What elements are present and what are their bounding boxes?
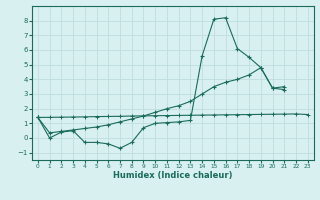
- X-axis label: Humidex (Indice chaleur): Humidex (Indice chaleur): [113, 171, 233, 180]
